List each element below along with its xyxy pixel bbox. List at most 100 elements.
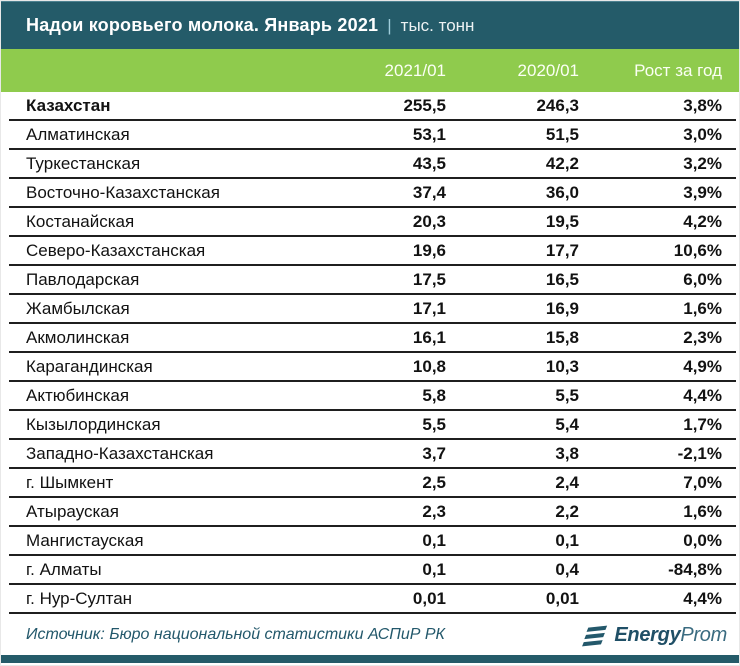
table-row: Кызылординская 5,5 5,4 1,7% [9,411,736,440]
title-bar: Надои коровьего молока. Январь 2021 | ты… [1,1,739,49]
value-2021-01: 17,1 [412,298,446,318]
growth-value: 2,3% [683,327,722,347]
table-row: Актюбинская 5,8 5,5 4,4% [9,382,736,411]
value-2020-01: 19,5 [545,211,579,231]
table-row: Восточно-Казахстанская 37,4 36,0 3,9% [9,179,736,208]
value-2021-01: 255,5 [403,95,446,115]
energyprom-wordmark: EnergyProm [614,624,727,647]
value-2021-01: 5,8 [422,385,446,405]
value-2020-01: 15,8 [545,327,579,347]
growth-value: 3,2% [683,153,722,173]
growth-value: 6,0% [683,269,722,289]
energyprom-logo: EnergyProm [582,624,727,647]
region-name: г. Шымкент [26,472,114,492]
region-name: Костанайская [26,211,135,231]
growth-value: 4,9% [683,356,722,376]
value-2021-01: 17,5 [412,269,446,289]
value-2020-01: 16,5 [545,269,579,289]
region-name: Восточно-Казахстанская [26,182,220,202]
column-header-2020-01: 2020/01 [517,60,579,80]
table-row: Туркестанская 43,5 42,2 3,2% [9,150,736,179]
value-2020-01: 36,0 [545,182,579,202]
growth-value: 4,2% [683,211,722,231]
logo-text-prom: Prom [680,623,727,646]
footer: Источник: Бюро национальной статистики А… [1,614,739,656]
region-name: Туркестанская [26,153,141,173]
value-2020-01: 2,4 [555,472,579,492]
title-unit-label: тыс. тонн [400,15,475,35]
value-2021-01: 16,1 [412,327,446,347]
table-row: Алматинская 53,1 51,5 3,0% [9,121,736,150]
energyprom-bars-icon [581,624,608,647]
bottom-accent-bar [1,655,739,663]
table-row: Мангистауская 0,1 0,1 0,0% [9,527,736,556]
value-2020-01: 17,7 [545,240,579,260]
value-2021-01: 5,5 [422,414,446,434]
table-row: Западно-Казахстанская 3,7 3,8 -2,1% [9,440,736,469]
region-name: Казахстан [26,95,111,115]
growth-value: 7,0% [683,472,722,492]
region-name: Карагандинская [26,356,153,376]
table-row: г. Нур-Султан 0,01 0,01 4,4% [9,585,736,614]
value-2020-01: 0,01 [545,588,579,608]
value-2021-01: 0,1 [422,559,446,579]
value-2021-01: 10,8 [412,356,446,376]
table-row: Акмолинская 16,1 15,8 2,3% [9,324,736,353]
value-2021-01: 0,01 [412,588,446,608]
growth-value: -2,1% [677,443,722,463]
region-name: Актюбинская [26,385,130,405]
value-2020-01: 5,5 [555,385,579,405]
region-name: Кызылординская [26,414,161,434]
growth-value: 4,4% [683,385,722,405]
value-2021-01: 3,7 [422,443,446,463]
region-name: Павлодарская [26,269,140,289]
value-2020-01: 10,3 [545,356,579,376]
region-name: Акмолинская [26,327,130,347]
region-name: г. Нур-Султан [26,588,133,608]
value-2020-01: 3,8 [555,443,579,463]
region-name: Атырауская [26,501,119,521]
growth-value: -84,8% [668,559,722,579]
table-row: Северо-Казахстанская 19,6 17,7 10,6% [9,237,736,266]
value-2020-01: 51,5 [545,124,579,144]
table-row: Карагандинская 10,8 10,3 4,9% [9,353,736,382]
table-row: Казахстан 255,5 246,3 3,8% [9,92,736,121]
table-row: г. Алматы 0,1 0,4 -84,8% [9,556,736,585]
table-row: г. Шымкент 2,5 2,4 7,0% [9,469,736,498]
table-row: Жамбылская 17,1 16,9 1,6% [9,295,736,324]
growth-value: 4,4% [683,588,722,608]
region-name: Алматинская [26,124,130,144]
title-separator: | [387,15,392,35]
growth-value: 1,6% [683,501,722,521]
table-row: Павлодарская 17,5 16,5 6,0% [9,266,736,295]
value-2021-01: 19,6 [412,240,446,260]
page-title: Надои коровьего молока. Январь 2021 [26,15,379,35]
column-header-growth: Рост за год [634,60,722,80]
source-note: Источник: Бюро национальной статистики А… [26,626,445,643]
growth-value: 1,6% [683,298,722,318]
growth-value: 0,0% [683,530,722,550]
table-header-row: 2021/01 2020/01 Рост за год [1,49,739,92]
value-2020-01: 2,2 [555,501,579,521]
value-2021-01: 2,5 [422,472,446,492]
growth-value: 3,0% [683,124,722,144]
growth-value: 1,7% [683,414,722,434]
value-2020-01: 246,3 [536,95,579,115]
value-2020-01: 16,9 [545,298,579,318]
value-2020-01: 5,4 [555,414,579,434]
value-2020-01: 42,2 [545,153,579,173]
logo-text-energy: Energy [614,623,681,646]
value-2021-01: 2,3 [422,501,446,521]
region-name: Мангистауская [26,530,144,550]
region-name: Северо-Казахстанская [26,240,206,260]
value-2021-01: 53,1 [412,124,446,144]
growth-value: 3,9% [683,182,722,202]
region-name: г. Алматы [26,559,102,579]
table-body: Казахстан 255,5 246,3 3,8% Алматинская 5… [9,92,736,614]
value-2021-01: 43,5 [412,153,446,173]
region-name: Жамбылская [26,298,130,318]
growth-value: 3,8% [683,95,722,115]
table-row: Костанайская 20,3 19,5 4,2% [9,208,736,237]
value-2021-01: 20,3 [412,211,446,231]
